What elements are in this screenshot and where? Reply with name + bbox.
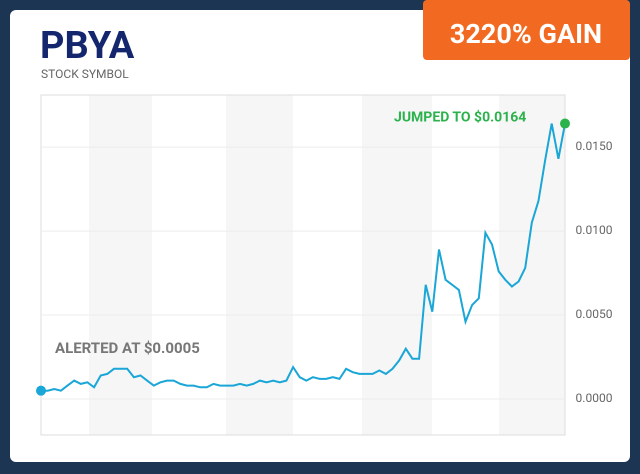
badge-text: 3220% GAIN <box>450 18 602 50</box>
band <box>362 95 432 435</box>
y-tick-label: 0.0150 <box>576 139 613 153</box>
end-dot <box>560 118 570 129</box>
price-line <box>41 123 566 392</box>
band <box>226 95 293 435</box>
band <box>499 95 565 435</box>
annotation: ALERTED AT $0.0005 <box>55 339 200 357</box>
plot-border <box>40 94 566 436</box>
badge <box>423 0 630 60</box>
chart-subtitle: STOCK SYMBOL <box>41 67 129 81</box>
y-tick-label: 0.0050 <box>576 307 613 321</box>
chart-title: PBYA <box>40 24 135 68</box>
y-tick-label: 0.0000 <box>576 391 613 405</box>
y-tick-label: 0.0100 <box>576 223 613 237</box>
card <box>10 10 630 462</box>
band <box>89 95 152 435</box>
bands <box>89 95 565 435</box>
start-dot <box>36 385 46 396</box>
annotation: JUMPED TO $0.0164 <box>394 109 526 126</box>
